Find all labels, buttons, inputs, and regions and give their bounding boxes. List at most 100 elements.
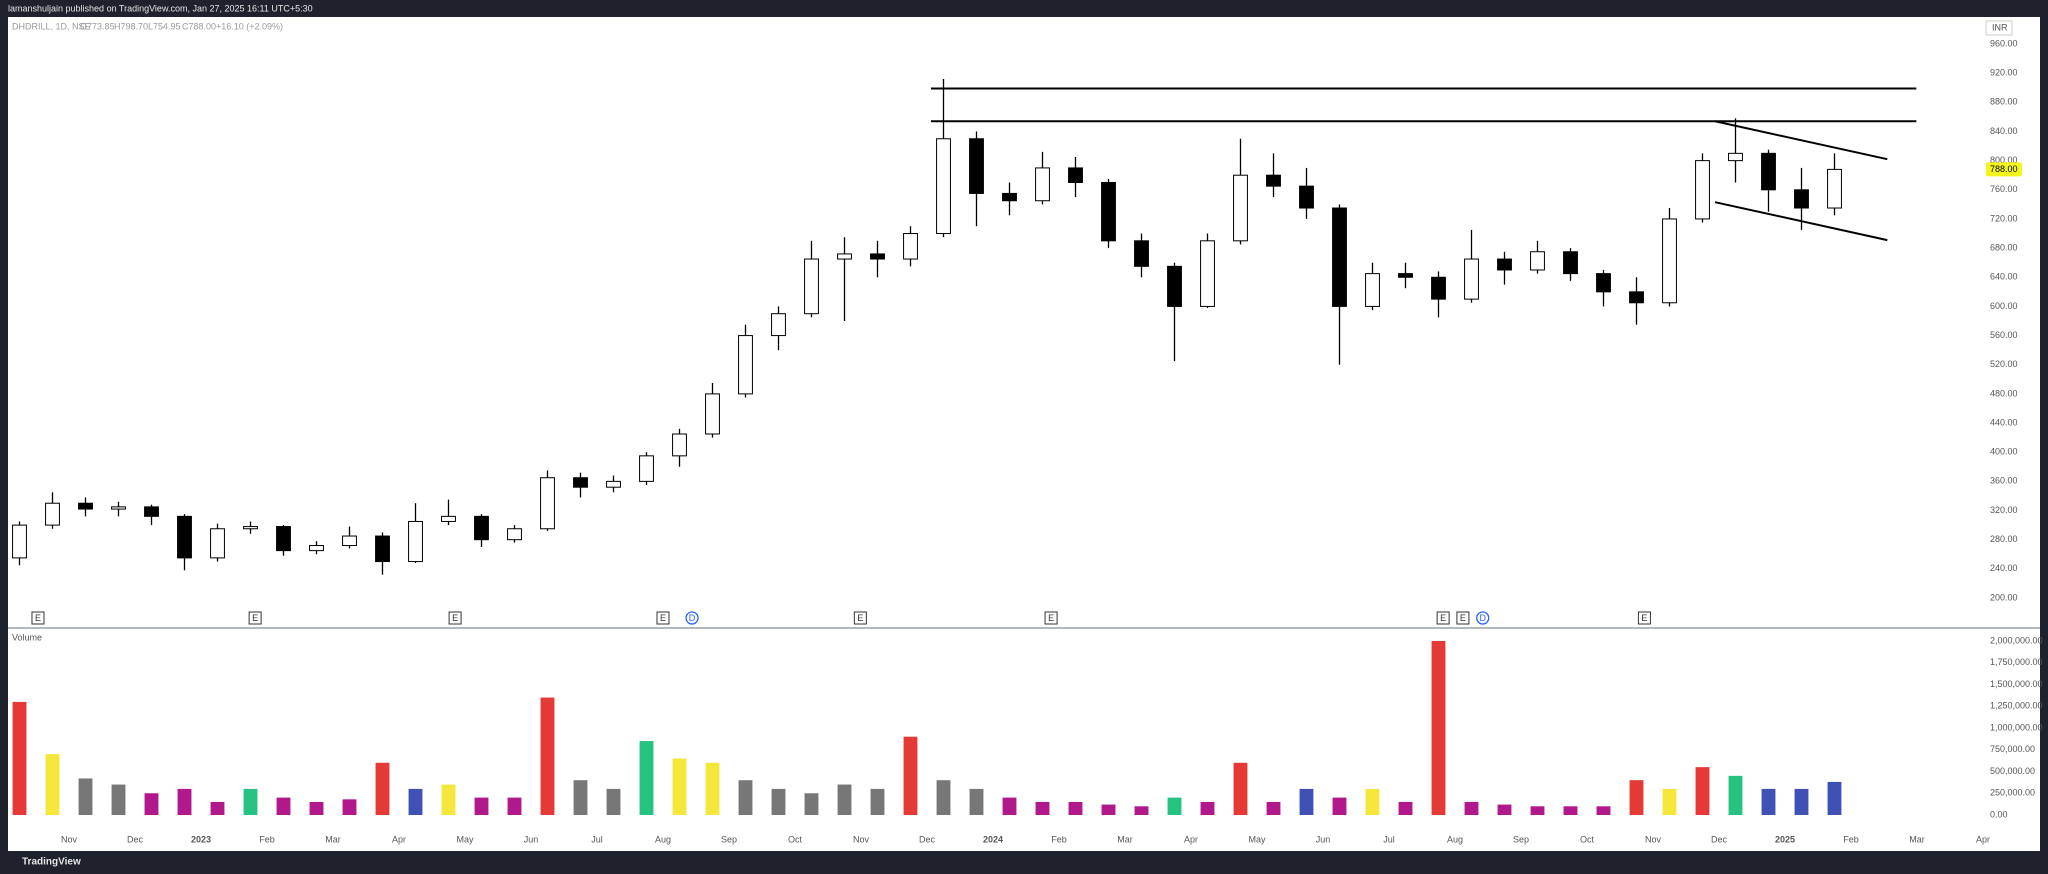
candle-body (1233, 174, 1248, 242)
dividend-marker (685, 611, 699, 625)
volume-bar (1563, 806, 1578, 815)
volume-bar (1464, 801, 1479, 815)
candle-body (1398, 273, 1413, 278)
volume-bar (1068, 801, 1083, 815)
volume-bar (342, 799, 357, 815)
candle-body (1002, 192, 1017, 202)
volume-bar (111, 784, 126, 815)
volume-bar (1827, 781, 1842, 815)
volume-bar (507, 797, 522, 815)
volume-bar (309, 801, 324, 815)
event-label: E (452, 613, 458, 623)
volume-bar (144, 793, 159, 815)
volume-bar (1695, 767, 1710, 815)
volume-tick-label: 1,000,000.00 (1990, 722, 2043, 732)
candle-body (441, 515, 456, 522)
volume-bar (606, 788, 621, 815)
earnings-marker (1436, 611, 1450, 625)
candle-body (309, 545, 324, 552)
volume-bar (837, 784, 852, 815)
chart-area (8, 17, 2040, 851)
candle-body (210, 528, 225, 559)
candle-body (177, 515, 192, 559)
event-label: E (252, 613, 258, 623)
last-price-badge (1986, 162, 2022, 177)
volume-bar (177, 788, 192, 815)
earnings-marker (853, 611, 867, 625)
x-tick-label: Jun (524, 834, 539, 844)
volume-bar (870, 788, 885, 815)
price-tick-label: 880.00 (1990, 97, 2018, 107)
price-tick-label: 720.00 (1990, 213, 2018, 223)
x-tick-label: Aug (655, 834, 671, 844)
x-tick-label: Nov (61, 834, 78, 844)
footer-logo: TradingView (22, 857, 81, 868)
volume-tick-label: 1,750,000.00 (1990, 657, 2043, 667)
event-label: E (35, 613, 41, 623)
trend-line (1714, 120, 1888, 161)
candle-body (1200, 240, 1215, 307)
volume-bar (903, 736, 918, 815)
volume-bar (639, 741, 654, 815)
x-tick-label: Jun (1316, 834, 1331, 844)
x-tick-label: May (1248, 834, 1266, 844)
candle-body (1332, 207, 1347, 307)
ohlc-close: C788.00 (182, 21, 216, 31)
earnings-marker (656, 611, 670, 625)
volume-tick-label: 1,500,000.00 (1990, 679, 2043, 689)
x-tick-label: Dec (1711, 834, 1728, 844)
event-label: E (1048, 613, 1054, 623)
earnings-marker (1044, 611, 1058, 625)
x-tick-label: 2024 (983, 834, 1003, 844)
volume-bar (1629, 780, 1644, 815)
x-tick-label: Apr (1184, 834, 1198, 844)
x-tick-label: Sep (1513, 834, 1529, 844)
candle-body (969, 138, 984, 194)
candle-body (243, 526, 258, 530)
volume-bar (408, 788, 423, 815)
x-tick-label: Dec (127, 834, 144, 844)
currency: INR (1992, 22, 2008, 32)
candle-body (540, 477, 555, 530)
volume-bar (1497, 804, 1512, 815)
candle-body (1530, 251, 1545, 271)
candle-body (111, 506, 126, 510)
volume-bar (705, 762, 720, 815)
volume-tick-label: 250,000.00 (1990, 788, 2035, 798)
volume-bar (1728, 775, 1743, 815)
earnings-marker (31, 611, 45, 625)
volume-title: Volume (12, 632, 42, 642)
x-tick-label: Jul (591, 834, 603, 844)
candle-body (375, 535, 390, 563)
candle-body (12, 524, 27, 559)
candle-body (837, 253, 852, 260)
candle-body (342, 535, 357, 547)
volume-bar (672, 758, 687, 815)
candle-body (1563, 251, 1578, 275)
volume-bar (1530, 806, 1545, 815)
volume-bar (1167, 797, 1182, 815)
volume-bar (804, 793, 819, 815)
volume-bar (78, 778, 93, 815)
price-tick-label: 280.00 (1990, 534, 2018, 544)
volume-bar (1002, 797, 1017, 815)
candle-body (144, 506, 159, 517)
price-tick-label: 920.00 (1990, 68, 2018, 78)
x-tick-label: Oct (788, 834, 803, 844)
candle-body (78, 502, 93, 510)
candle-body (474, 515, 489, 541)
currency-box[interactable] (1985, 20, 2013, 36)
x-tick-label: May (456, 834, 474, 844)
candle-body (771, 313, 786, 337)
price-tick-label: 560.00 (1990, 330, 2018, 340)
volume-bar (1200, 801, 1215, 815)
volume-bar (243, 788, 258, 815)
event-label: E (1641, 613, 1647, 623)
candle-body (1134, 240, 1149, 267)
candle-body (1431, 276, 1446, 300)
volume-bar (1398, 801, 1413, 815)
x-tick-label: Oct (1580, 834, 1595, 844)
volume-bar (1332, 797, 1347, 815)
candle-body (1365, 273, 1380, 307)
x-tick-label: Dec (919, 834, 936, 844)
